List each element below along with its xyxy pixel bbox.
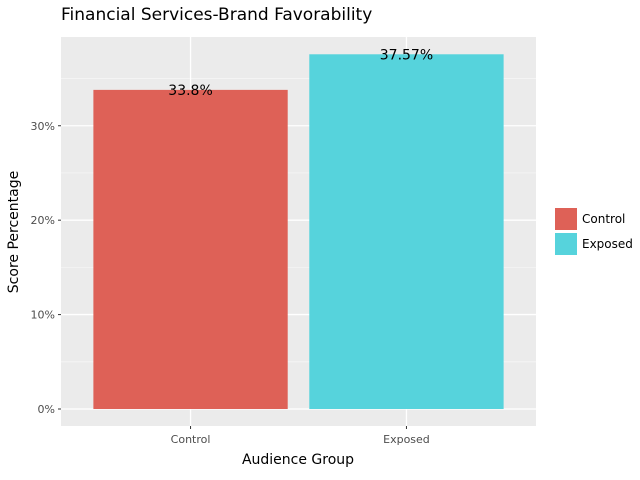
bars xyxy=(93,54,504,410)
legend-swatch-control xyxy=(555,208,577,230)
x-axis: Control Exposed xyxy=(171,426,430,446)
x-tick-label: Control xyxy=(171,433,211,446)
bar-exposed xyxy=(309,54,504,410)
y-tick-label: 30% xyxy=(31,120,55,133)
bar-control xyxy=(93,89,288,410)
y-axis: 0% 10% 20% 30% xyxy=(31,120,61,416)
y-axis-title: Score Percentage xyxy=(6,171,22,293)
data-label: 33.8% xyxy=(168,83,212,99)
legend-label: Exposed xyxy=(582,237,633,251)
legend: Control Exposed xyxy=(555,208,633,255)
data-label: 37.57% xyxy=(380,47,433,63)
legend-swatch-exposed xyxy=(555,233,577,255)
legend-label: Control xyxy=(582,212,625,226)
data-labels: 33.8% 37.57% xyxy=(168,47,433,99)
x-axis-title: Audience Group xyxy=(242,452,354,468)
y-tick-label: 0% xyxy=(38,403,55,416)
y-tick-label: 10% xyxy=(31,309,55,322)
x-tick-label: Exposed xyxy=(383,433,430,446)
y-tick-label: 20% xyxy=(31,214,55,227)
chart-title: Financial Services-Brand Favorability xyxy=(61,5,372,25)
